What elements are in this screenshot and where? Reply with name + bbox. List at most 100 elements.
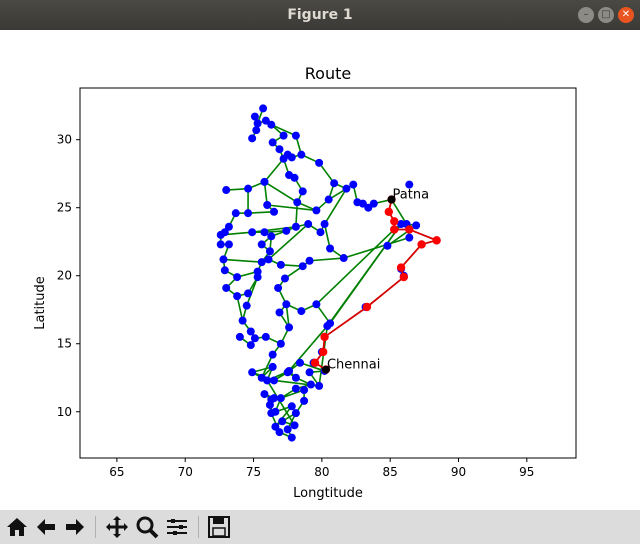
chart-title: Route	[305, 64, 351, 83]
city-node	[257, 373, 266, 382]
y-tick-label: 20	[57, 269, 72, 283]
city-node	[260, 177, 269, 186]
city-node	[268, 350, 277, 359]
network-edge	[318, 162, 335, 184]
city-node	[276, 260, 285, 269]
network-edge	[323, 223, 331, 249]
network-edge	[323, 188, 348, 225]
minimize-icon[interactable]: –	[578, 7, 594, 23]
city-node	[231, 209, 240, 218]
network-edge	[343, 236, 410, 259]
endpoint-node	[387, 195, 396, 204]
axes-frame	[79, 87, 577, 459]
city-node	[295, 358, 304, 367]
city-node	[222, 283, 231, 292]
city-node	[216, 240, 225, 249]
city-node	[257, 258, 266, 267]
network-edge	[248, 210, 275, 214]
city-node	[305, 256, 314, 265]
city-node	[339, 254, 348, 263]
city-node	[287, 153, 296, 162]
city-node	[342, 184, 351, 193]
network-edge	[295, 202, 299, 227]
zoom-icon[interactable]	[134, 514, 160, 540]
city-node	[291, 222, 300, 231]
network-edge	[266, 380, 296, 426]
network-edge	[280, 389, 305, 399]
x-tick-label: 80	[314, 465, 329, 479]
city-node	[268, 362, 277, 371]
y-tick-label: 25	[57, 201, 72, 215]
route-node	[384, 207, 394, 216]
save-icon[interactable]	[206, 514, 232, 540]
x-axis-ticks: 65 70 75 80 85 90 95	[109, 458, 534, 479]
city-node	[316, 228, 325, 237]
home-icon[interactable]	[4, 514, 30, 540]
x-tick-label: 70	[178, 465, 193, 479]
network-edge	[236, 295, 244, 321]
city-node	[282, 226, 291, 235]
forward-icon[interactable]	[62, 514, 88, 540]
city-node	[265, 247, 274, 256]
city-node	[290, 173, 299, 182]
city-node	[358, 199, 367, 208]
city-node	[297, 307, 306, 316]
city-node	[349, 180, 358, 189]
city-node	[283, 368, 292, 377]
toolbar-separator	[198, 516, 199, 538]
network-edge	[274, 405, 293, 428]
city-node	[275, 308, 284, 317]
city-node	[298, 262, 307, 271]
city-node	[261, 332, 270, 341]
city-node	[278, 417, 287, 426]
city-node	[250, 334, 259, 343]
city-node	[276, 339, 285, 348]
x-tick-label: 90	[451, 465, 466, 479]
city-node	[291, 373, 300, 382]
city-node	[312, 206, 321, 215]
city-node	[297, 150, 306, 159]
network-edge	[267, 204, 317, 212]
y-axis-ticks: 10 15 20 25 30	[57, 133, 80, 419]
city-node	[248, 368, 257, 377]
city-node	[312, 300, 321, 309]
network-edge	[315, 228, 395, 305]
pan-icon[interactable]	[104, 514, 130, 540]
city-node	[405, 180, 414, 189]
route-node	[417, 240, 426, 249]
city-node	[267, 120, 276, 129]
city-node	[242, 301, 251, 310]
city-node	[250, 112, 259, 121]
window-titlebar: Figure 1 – □ ✕	[0, 0, 640, 30]
route-node	[310, 358, 320, 367]
route-node	[362, 302, 372, 312]
city-node	[260, 228, 269, 237]
close-icon[interactable]: ✕	[618, 7, 634, 23]
x-axis-label: Longtitude	[293, 486, 363, 501]
city-node	[383, 241, 392, 250]
city-node	[285, 323, 294, 332]
network-edge	[309, 257, 344, 262]
city-node	[364, 203, 373, 212]
city-node	[293, 198, 302, 207]
city-node	[290, 421, 299, 430]
city-node	[412, 221, 421, 230]
subplots-icon[interactable]	[164, 514, 190, 540]
network-edge	[287, 325, 328, 373]
route-node	[319, 347, 328, 357]
city-node	[222, 186, 231, 195]
back-icon[interactable]	[33, 514, 59, 540]
figure-canvas: Route 65 70 75 80 85 90 95 10 15 20 25 30 Patna Che…	[0, 30, 640, 510]
city-node	[270, 207, 279, 216]
endpoint-node	[321, 365, 330, 374]
network-edge	[263, 158, 285, 183]
route-path	[310, 195, 441, 374]
city-node	[275, 428, 284, 437]
route-node	[390, 217, 399, 226]
annotations: Patna Chennai	[327, 188, 429, 373]
city-node	[306, 380, 315, 389]
city-node	[280, 274, 289, 283]
network-edge	[223, 258, 262, 263]
maximize-icon[interactable]: □	[598, 7, 614, 23]
city-node	[270, 376, 279, 385]
